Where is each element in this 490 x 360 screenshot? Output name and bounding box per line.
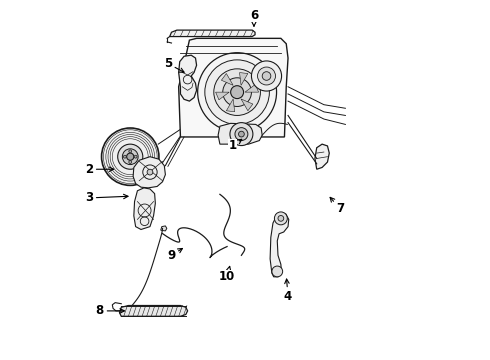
Circle shape	[129, 161, 132, 163]
Polygon shape	[134, 188, 155, 229]
Circle shape	[118, 144, 143, 169]
Polygon shape	[245, 85, 259, 92]
Circle shape	[214, 69, 260, 116]
Polygon shape	[221, 73, 233, 85]
Circle shape	[205, 60, 270, 125]
Circle shape	[274, 212, 287, 225]
Circle shape	[272, 266, 283, 277]
Text: 4: 4	[284, 279, 292, 303]
Circle shape	[235, 128, 248, 140]
Polygon shape	[179, 55, 196, 101]
Circle shape	[262, 72, 271, 80]
Circle shape	[278, 216, 284, 221]
Polygon shape	[226, 99, 235, 112]
Circle shape	[239, 131, 245, 137]
Circle shape	[129, 150, 132, 153]
Text: 7: 7	[330, 197, 344, 215]
Text: 9: 9	[168, 248, 182, 262]
Polygon shape	[170, 30, 255, 37]
Polygon shape	[133, 157, 166, 188]
Text: 3: 3	[85, 192, 128, 204]
Text: 10: 10	[219, 266, 235, 283]
Circle shape	[258, 67, 275, 85]
Text: 8: 8	[96, 305, 124, 318]
Circle shape	[126, 153, 134, 160]
Circle shape	[134, 155, 137, 158]
Text: 5: 5	[164, 57, 184, 72]
Circle shape	[251, 61, 282, 91]
Circle shape	[101, 128, 159, 185]
Polygon shape	[240, 73, 248, 85]
Polygon shape	[241, 99, 253, 111]
Circle shape	[147, 169, 153, 175]
Polygon shape	[179, 39, 288, 137]
Polygon shape	[218, 123, 262, 144]
Text: 2: 2	[85, 163, 114, 176]
Polygon shape	[161, 226, 167, 231]
Circle shape	[230, 123, 253, 145]
Circle shape	[123, 155, 126, 158]
Polygon shape	[120, 306, 188, 316]
Circle shape	[231, 86, 244, 99]
Polygon shape	[216, 92, 229, 100]
Circle shape	[122, 149, 138, 165]
Circle shape	[197, 53, 276, 132]
Text: 1: 1	[228, 139, 242, 152]
Text: 6: 6	[250, 9, 258, 26]
Polygon shape	[270, 213, 289, 277]
Circle shape	[223, 78, 251, 107]
Polygon shape	[315, 144, 329, 169]
